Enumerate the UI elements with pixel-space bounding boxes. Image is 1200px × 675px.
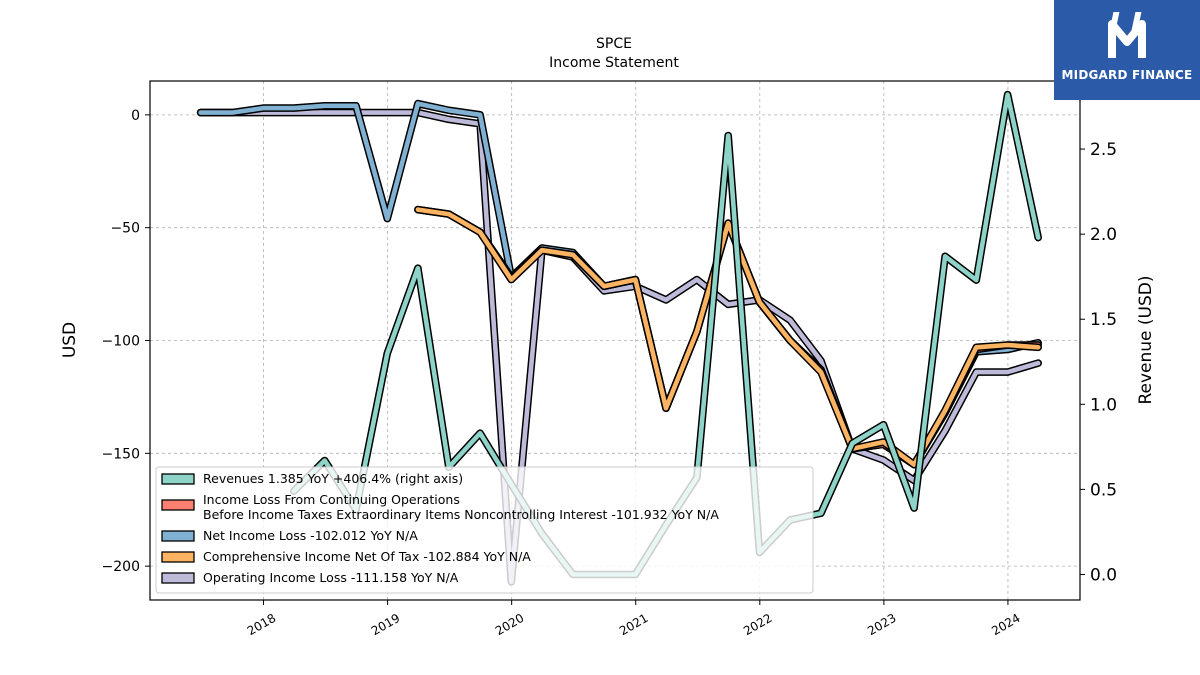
- legend-swatch: [161, 473, 195, 485]
- legend-swatch: [161, 551, 195, 563]
- legend-label: Net Income Loss -102.012 YoY N/A: [203, 528, 418, 543]
- x-tick-label: 2019: [369, 611, 402, 638]
- legend-label: Comprehensive Income Net Of Tax -102.884…: [203, 549, 531, 564]
- legend-entry: Net Income Loss -102.012 YoY N/A: [161, 528, 418, 543]
- y-axis-right-label: Revenue (USD): [1136, 275, 1156, 404]
- brand-name: MIDGARD FINANCE: [1061, 68, 1193, 82]
- legend-swatch: [161, 572, 195, 584]
- y-tick-label: −100: [102, 334, 140, 350]
- y-tick-label: 0: [131, 108, 140, 124]
- y-right-tick-label: 2.5: [1090, 140, 1117, 160]
- legend-entry: Income Loss From Continuing OperationsBe…: [161, 492, 719, 522]
- legend-label: Operating Income Loss -111.158 YoY N/A: [203, 570, 459, 585]
- y-right-tick-label: 1.5: [1090, 310, 1117, 330]
- x-tick-label: 2018: [245, 611, 278, 638]
- chart-subtitle: Income Statement: [549, 55, 679, 71]
- y-tick-label: −150: [102, 446, 140, 462]
- y-right-tick-label: 1.0: [1090, 395, 1117, 415]
- chart-title: SPCE: [596, 36, 632, 52]
- x-tick-label: 2020: [493, 611, 526, 638]
- y-axis-label: USD: [60, 322, 80, 358]
- x-tick-label: 2022: [741, 611, 774, 638]
- y-right-tick-label: 0.5: [1090, 480, 1117, 500]
- legend-entry: Comprehensive Income Net Of Tax -102.884…: [161, 549, 531, 564]
- brand-mark-icon: [1108, 12, 1146, 58]
- brand-logo: MIDGARD FINANCE: [1054, 0, 1200, 100]
- legend-label: Income Loss From Continuing Operations: [203, 492, 460, 507]
- series-lines: [196, 90, 1042, 586]
- legend-swatch: [161, 499, 195, 511]
- legend-box: [155, 466, 814, 594]
- legend-label: Revenues 1.385 YoY +406.4% (right axis): [203, 471, 463, 486]
- x-tick-label: 2023: [865, 611, 898, 638]
- y-right-tick-label: 0.0: [1090, 565, 1117, 585]
- x-tick-label: 2024: [989, 611, 1022, 638]
- legend-entry: Operating Income Loss -111.158 YoY N/A: [161, 570, 459, 585]
- series-line-3: [414, 205, 1042, 469]
- legend: Revenues 1.385 YoY +406.4% (right axis) I…: [155, 466, 814, 594]
- x-tick-label: 2021: [617, 611, 650, 638]
- legend-entry: Revenues 1.385 YoY +406.4% (right axis): [161, 471, 463, 486]
- legend-label: Before Income Taxes Extraordinary Items …: [203, 507, 719, 522]
- y-right-tick-label: 2.0: [1090, 225, 1117, 245]
- legend-swatch: [161, 530, 195, 542]
- y-tick-label: −50: [110, 221, 140, 237]
- y-tick-label: −200: [102, 559, 140, 575]
